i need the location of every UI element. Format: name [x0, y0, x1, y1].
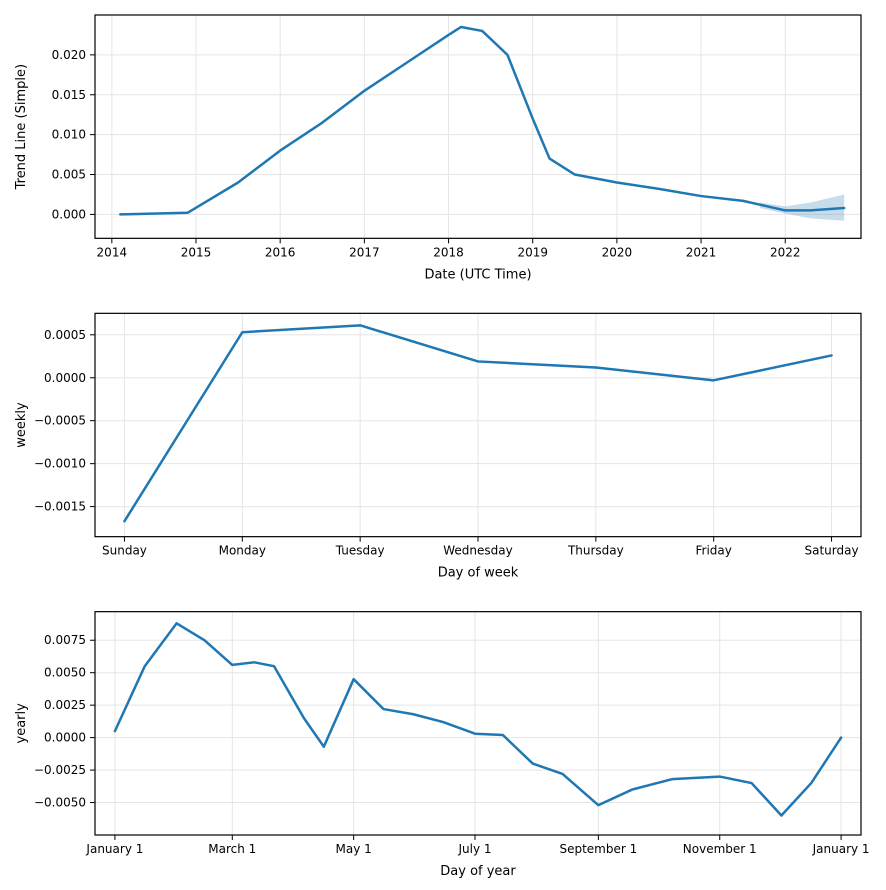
- plot-border: [95, 15, 861, 238]
- ytick-label: 0.0075: [44, 633, 86, 647]
- ytick-label: 0.0025: [44, 698, 86, 712]
- ylabel: Trend Line (Simple): [14, 64, 29, 190]
- ylabel: weekly: [14, 402, 29, 448]
- chart-container: 2014 2015 2016 2017 2018 2019 2020 2021 2022 0.00…: [0, 0, 886, 890]
- ytick-label: 0.000: [52, 207, 86, 221]
- xtick-label: 2016: [265, 245, 296, 259]
- ytick-label: −0.0010: [34, 457, 86, 471]
- xtick-label: May 1: [336, 842, 372, 856]
- ytick-label: 0.0050: [44, 666, 86, 680]
- xtick-label: 2014: [97, 245, 128, 259]
- ytick-label: 0.005: [52, 168, 86, 182]
- xtick-label: 2015: [181, 245, 212, 259]
- ytick-label: 0.0005: [44, 328, 86, 342]
- xtick-label: January 1: [85, 842, 143, 856]
- xtick-label: Thursday: [567, 544, 624, 558]
- xtick-label: March 1: [208, 842, 256, 856]
- panel-weekly: Sunday Monday Tuesday Wednesday Thursday Frid…: [14, 313, 861, 580]
- xtick-label: 2019: [517, 245, 548, 259]
- xtick-label: Monday: [219, 544, 266, 558]
- ytick-label: 0.015: [52, 88, 86, 102]
- xtick-label: January 1: [812, 842, 870, 856]
- ytick-label: 0.0000: [44, 371, 86, 385]
- xtick-label: 2018: [433, 245, 464, 259]
- ytick-label: −0.0015: [34, 500, 86, 514]
- xlabel: Day of year: [440, 864, 516, 879]
- ytick-label: −0.0005: [34, 414, 86, 428]
- xtick-label: Tuesday: [335, 544, 385, 558]
- panel-trend: 2014 2015 2016 2017 2018 2019 2020 2021 2022 0.00…: [14, 15, 861, 282]
- xtick-label: 2017: [349, 245, 380, 259]
- series-line: [115, 623, 841, 815]
- ytick-label: 0.0000: [44, 731, 86, 745]
- xlabel: Date (UTC Time): [424, 267, 531, 282]
- xtick-label: Wednesday: [443, 544, 512, 558]
- xtick-label: 2020: [602, 245, 633, 259]
- panel-yearly: January 1 March 1 May 1 July 1 September 1 No…: [14, 612, 870, 879]
- xtick-label: Saturday: [804, 544, 858, 558]
- ytick-label: −0.0050: [34, 796, 86, 810]
- xlabel: Day of week: [438, 566, 519, 581]
- chart-svg: 2014 2015 2016 2017 2018 2019 2020 2021 2022 0.00…: [0, 0, 886, 890]
- xtick-label: Sunday: [102, 544, 147, 558]
- xtick-label: September 1: [559, 842, 637, 856]
- xtick-label: July 1: [457, 842, 491, 856]
- xtick-label: Friday: [696, 544, 732, 558]
- xtick-label: November 1: [683, 842, 757, 856]
- ytick-label: −0.0025: [34, 763, 86, 777]
- ylabel: yearly: [14, 703, 29, 744]
- xtick-label: 2022: [770, 245, 801, 259]
- xtick-label: 2021: [686, 245, 717, 259]
- ytick-label: 0.010: [52, 128, 86, 142]
- ytick-label: 0.020: [52, 48, 86, 62]
